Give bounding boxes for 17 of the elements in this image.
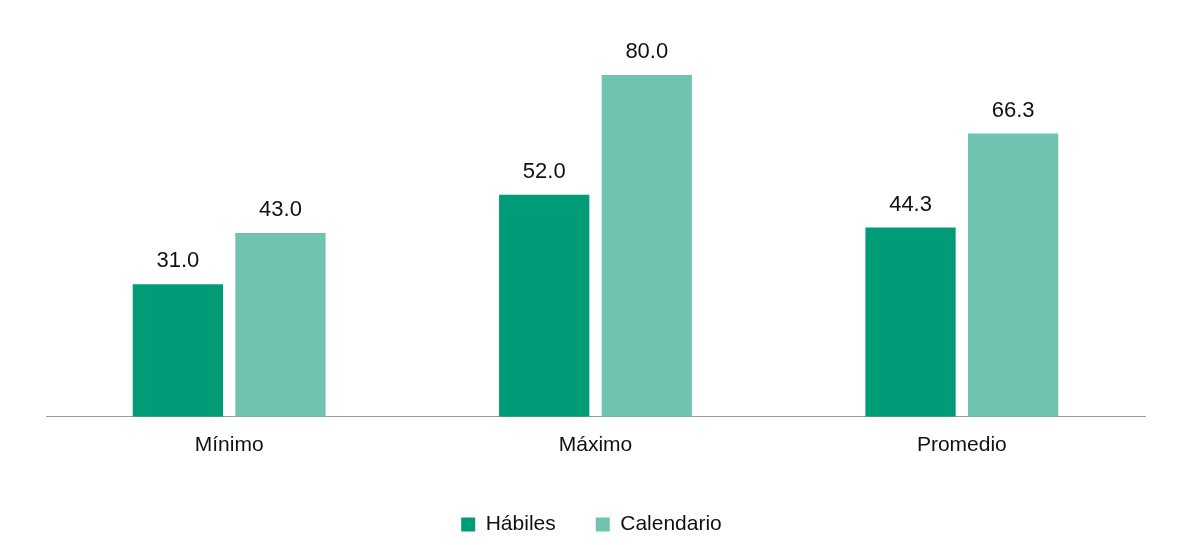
x-tick-label: Mínimo [194, 432, 264, 456]
bar [967, 133, 1059, 417]
x-tick-label: Máximo [558, 432, 633, 456]
x-tick-label: Promedio [916, 432, 1007, 456]
legend-label: Hábiles [485, 511, 556, 535]
data-label: 43.0 [259, 196, 302, 222]
bar [865, 227, 956, 417]
bar [499, 194, 590, 417]
data-label: 52.0 [522, 157, 566, 183]
data-label: 44.3 [889, 190, 932, 216]
bar [601, 75, 692, 417]
bar [132, 284, 224, 417]
bar [235, 233, 326, 417]
data-label: 66.3 [991, 96, 1035, 122]
data-label: 31.0 [156, 247, 200, 273]
data-label: 80.0 [625, 38, 669, 64]
legend-label: Calendario [620, 511, 722, 535]
